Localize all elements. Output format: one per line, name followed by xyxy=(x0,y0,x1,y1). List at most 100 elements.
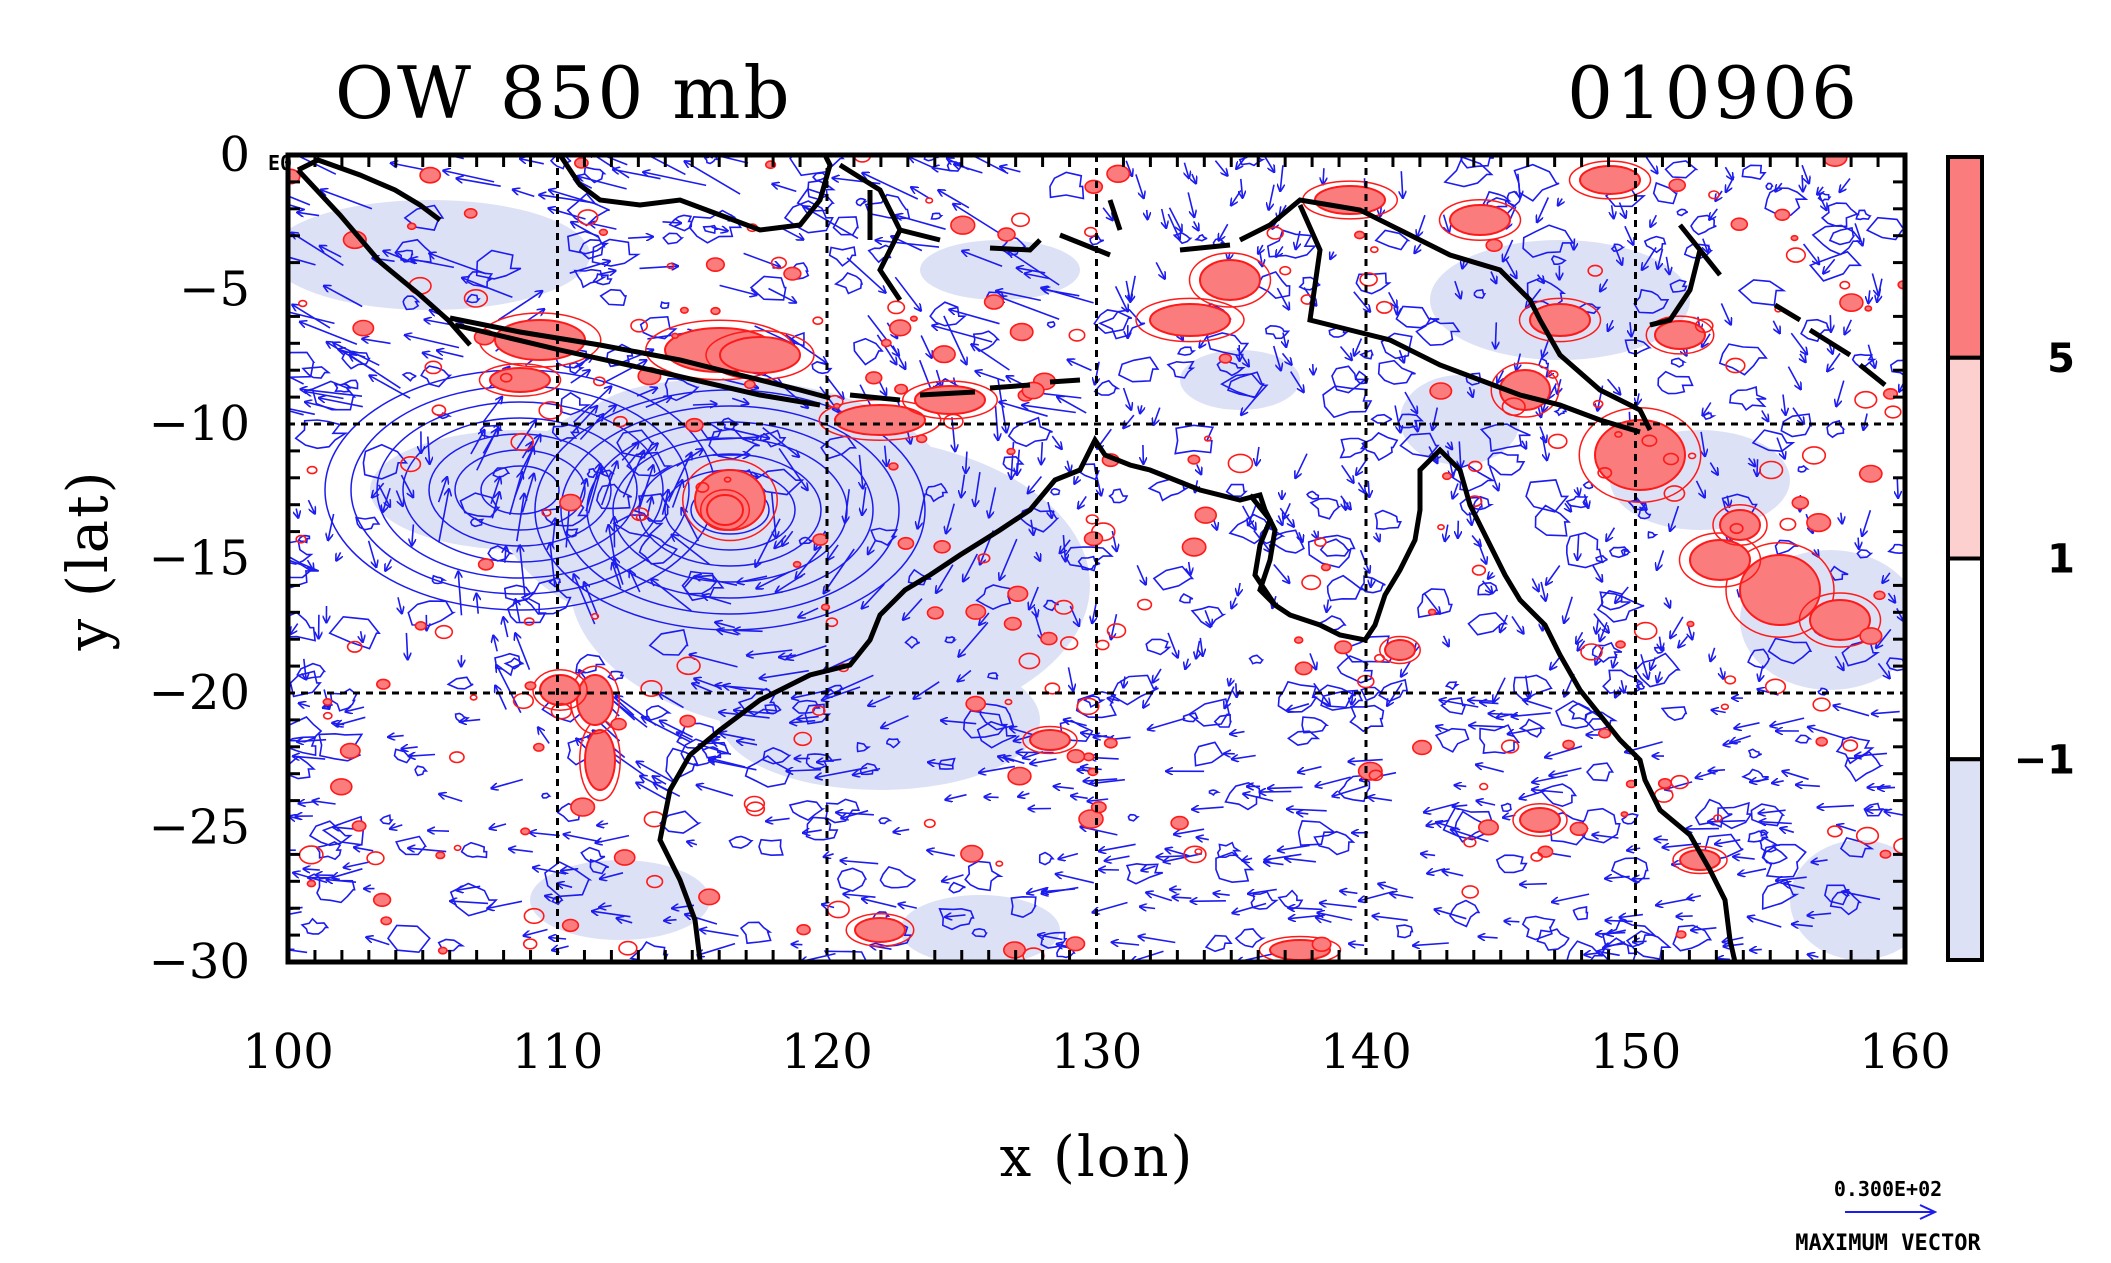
positive-ow-contour xyxy=(1864,305,1873,312)
negative-ow-contour xyxy=(1208,789,1221,796)
wind-vector xyxy=(1349,944,1365,946)
positive-ow-contour xyxy=(909,315,918,322)
wind-vector xyxy=(600,872,624,879)
positive-ow-contour xyxy=(1375,300,1393,314)
wind-vector xyxy=(437,477,448,503)
positive-ow-contour xyxy=(1687,452,1697,460)
wind-vector xyxy=(288,311,335,325)
positive-ow-contour xyxy=(1187,454,1201,465)
wind-vector xyxy=(1290,371,1304,393)
wind-vector xyxy=(1122,387,1132,410)
wind-vector xyxy=(288,949,308,954)
positive-ow-contour xyxy=(1083,531,1104,547)
negative-ow-contour xyxy=(1586,762,1615,782)
wind-vector xyxy=(300,322,358,346)
negative-ow-contour xyxy=(659,301,670,310)
wind-vector xyxy=(1147,209,1148,220)
positive-ow-contour xyxy=(1537,845,1554,858)
wind-vector xyxy=(1372,916,1408,922)
wind-vector xyxy=(1146,892,1173,902)
negative-ow-contour xyxy=(1355,272,1392,295)
wind-vector xyxy=(1192,807,1224,809)
positive-ow-contour xyxy=(1587,264,1603,277)
wind-vector xyxy=(320,246,342,258)
positive-ow-contour xyxy=(435,851,446,860)
wind-vector xyxy=(443,171,495,183)
cyclone-contour xyxy=(480,465,560,515)
x-tick-label: 160 xyxy=(1859,1024,1951,1080)
negative-ow-contour xyxy=(878,817,893,825)
positive-ow-contour xyxy=(943,413,964,430)
negative-ow-contour xyxy=(1050,487,1061,496)
wind-vector xyxy=(1196,837,1209,839)
wind-vector xyxy=(1057,397,1087,414)
wind-vector xyxy=(361,631,363,642)
wind-vector xyxy=(1000,538,1018,580)
wind-vector xyxy=(597,271,616,275)
wind-vector xyxy=(515,599,519,623)
wind-vector xyxy=(303,869,320,870)
wind-vector xyxy=(1268,787,1303,788)
negative-ow-contour xyxy=(1194,741,1226,767)
wind-vector xyxy=(1526,288,1542,308)
wind-vector xyxy=(1368,797,1393,801)
wind-vector xyxy=(300,389,363,397)
wind-vector xyxy=(1192,173,1196,184)
wind-vector xyxy=(1717,959,1730,960)
negative-ow-contour xyxy=(1215,851,1255,884)
positive-ow-contour xyxy=(1279,265,1292,276)
negative-ow-contour xyxy=(1747,830,1769,843)
wind-vector xyxy=(1213,893,1230,895)
wind-vector xyxy=(538,727,550,744)
negative-ow-contour xyxy=(1326,574,1365,602)
wind-vector xyxy=(292,305,331,329)
wind-vector xyxy=(602,360,647,385)
wind-vector xyxy=(1564,596,1573,623)
wind-vector xyxy=(815,766,868,778)
positive-ow-contour xyxy=(1490,362,1560,418)
negative-ow-contour xyxy=(964,860,1004,892)
wind-vector xyxy=(702,595,732,605)
positive-ow-contour xyxy=(339,742,361,760)
negative-ow-contour xyxy=(886,738,902,749)
wind-vector xyxy=(523,928,548,936)
wind-vector xyxy=(503,617,508,638)
wind-vector xyxy=(1841,512,1842,524)
wind-vector xyxy=(1038,935,1063,941)
wind-vector xyxy=(429,253,487,275)
negative-ow-contour xyxy=(591,238,641,267)
wind-vector xyxy=(692,404,717,405)
positive-ow-contour xyxy=(923,818,936,829)
wind-vector xyxy=(1734,722,1760,729)
positive-ow-contour xyxy=(1437,523,1445,531)
x-tick-label: 130 xyxy=(1051,1024,1143,1080)
wind-vector xyxy=(957,669,972,682)
wind-vector xyxy=(1508,726,1544,735)
negative-ow-contour xyxy=(586,467,601,479)
wind-vector xyxy=(1031,519,1033,535)
positive-ow-contour xyxy=(950,215,976,235)
negative-ow-contour xyxy=(599,288,627,307)
wind-vector xyxy=(681,508,700,542)
colorbar-tick-label: 1 xyxy=(2047,537,2075,583)
negative-ow-contour xyxy=(1166,360,1196,379)
wind-vector xyxy=(1248,502,1258,526)
positive-ow-region xyxy=(854,917,906,943)
wind-vector xyxy=(1708,821,1746,822)
wind-vector xyxy=(1229,678,1231,686)
wind-vector xyxy=(989,487,997,517)
wind-vector xyxy=(1596,618,1598,634)
positive-ow-contour xyxy=(1106,623,1127,639)
wind-vector xyxy=(1565,502,1571,511)
positive-ow-contour xyxy=(670,332,679,339)
wind-vector xyxy=(515,633,531,670)
wind-vector xyxy=(892,345,906,369)
wind-vector xyxy=(824,548,855,594)
negative-ow-contour xyxy=(465,293,481,304)
wind-vector xyxy=(1214,160,1227,176)
wind-vector xyxy=(694,576,738,586)
wind-vector xyxy=(1289,915,1326,919)
positive-ow-contour xyxy=(1054,599,1074,615)
wind-vector xyxy=(1316,917,1332,922)
negative-ow-contour xyxy=(938,907,975,931)
